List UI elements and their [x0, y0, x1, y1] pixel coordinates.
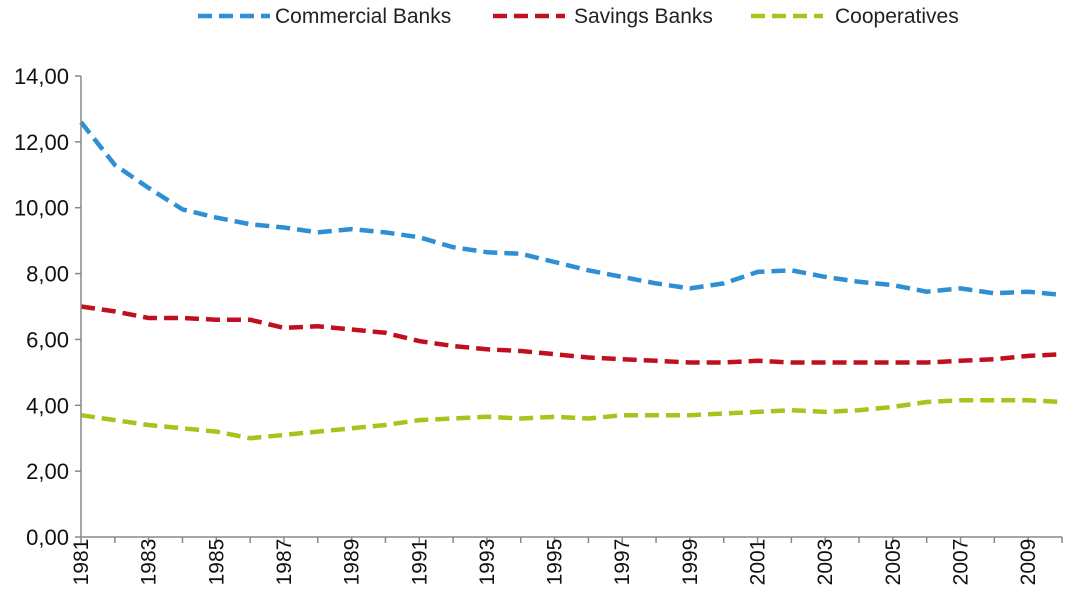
x-tick-label: 1997	[611, 539, 634, 586]
x-tick-label: 2001	[747, 539, 770, 586]
y-tick-label: 0,00	[26, 525, 69, 550]
x-tick-label: 1999	[679, 539, 702, 586]
series-line-savings-banks	[80, 304, 1063, 365]
x-axis-ticks: 1981 1983 1985 1987 1989 1991 1993 1995 1997 1999…	[70, 537, 1063, 586]
x-tick-label: 2009	[1017, 539, 1040, 586]
series-lines	[79, 120, 1063, 441]
x-tick-label: 1993	[476, 539, 499, 586]
x-tick-label: 1983	[138, 539, 161, 586]
y-tick-label: 2,00	[26, 459, 69, 484]
x-tick-label: 1985	[205, 539, 228, 586]
x-tick-label: 1987	[273, 539, 296, 586]
legend: Commercial Banks Savings Banks Cooperative…	[198, 5, 959, 28]
y-tick-label: 8,00	[26, 262, 69, 287]
y-tick-label: 10,00	[14, 196, 69, 221]
series-line-cooperatives	[80, 398, 1063, 441]
y-tick-label: 14,00	[14, 64, 69, 89]
series-line-commercial-banks	[79, 120, 1063, 298]
y-tick-label: 6,00	[26, 327, 69, 352]
x-tick-label: 2003	[814, 539, 837, 586]
legend-item: Cooperatives	[751, 5, 959, 28]
legend-label: Commercial Banks	[275, 5, 451, 28]
x-tick-label: 1981	[70, 539, 93, 586]
x-tick-label: 1989	[341, 539, 364, 586]
x-tick-label: 1995	[544, 539, 567, 586]
legend-label: Cooperatives	[835, 5, 959, 28]
legend-label: Savings Banks	[574, 5, 713, 28]
x-tick-label: 2007	[950, 539, 973, 586]
legend-item: Commercial Banks	[198, 5, 451, 28]
legend-item: Savings Banks	[493, 5, 713, 28]
y-axis-ticks: 0,00 2,00 4,00 6,00 8,00 10,00 12,00 14,00	[14, 64, 81, 550]
y-tick-label: 4,00	[26, 393, 69, 418]
x-tick-label: 2005	[882, 539, 905, 586]
x-tick-label: 1991	[408, 539, 431, 586]
y-tick-label: 12,00	[14, 130, 69, 155]
